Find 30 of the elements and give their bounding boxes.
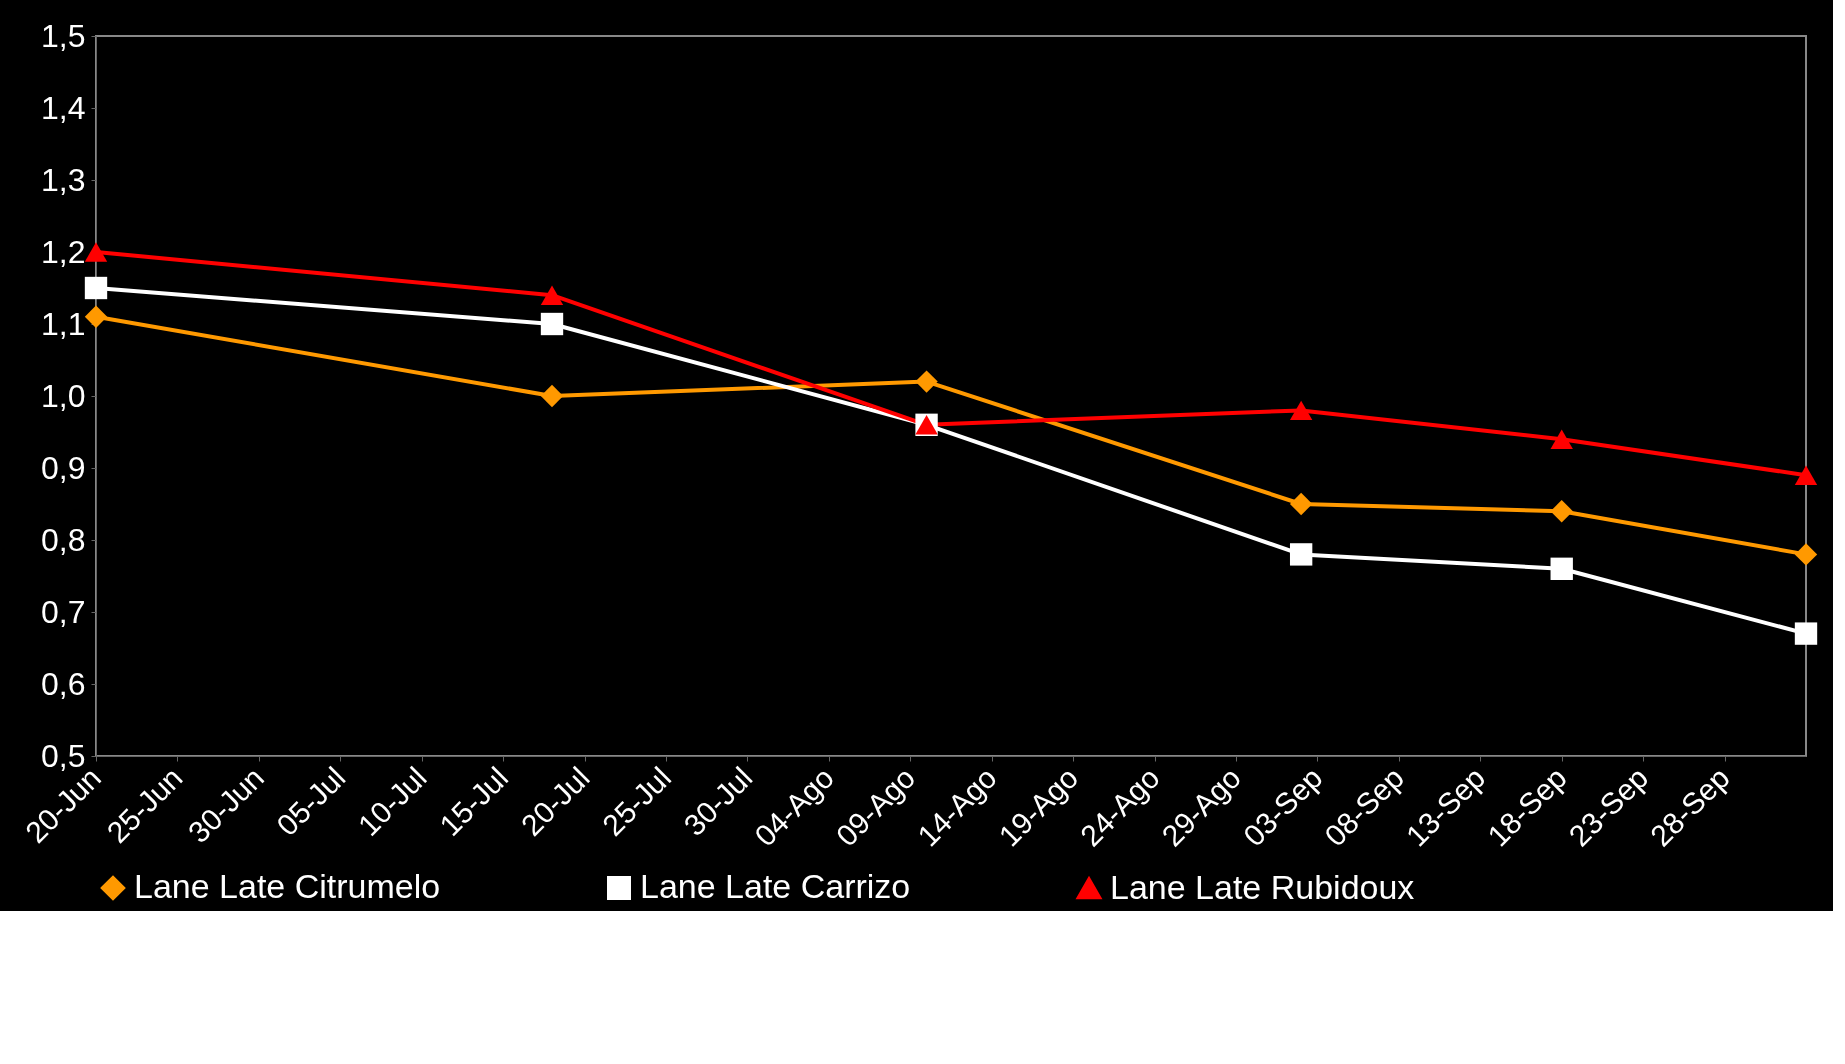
y-tick-label: 0,7	[41, 593, 86, 630]
y-tick-label: 1,4	[41, 89, 86, 126]
point	[1550, 500, 1573, 523]
y-tick-label: 0,6	[41, 665, 86, 702]
point	[1794, 465, 1818, 485]
point	[1289, 492, 1313, 516]
y-tick-label: 0,8	[41, 521, 86, 558]
legend-label: Lane Late Rubidoux	[1110, 867, 1415, 906]
point	[540, 285, 564, 305]
point	[1289, 543, 1313, 566]
point	[1794, 543, 1818, 566]
point	[84, 305, 108, 328]
point	[540, 384, 564, 408]
point	[84, 276, 108, 300]
y-tick-label: 1,5	[41, 17, 86, 54]
point	[1550, 557, 1573, 580]
point	[84, 242, 108, 262]
legend-label: Lane Late Carrizo	[640, 867, 911, 905]
point	[1289, 400, 1313, 421]
point	[540, 312, 564, 336]
y-tick-label: 0,9	[41, 449, 86, 486]
point	[915, 370, 938, 393]
y-tick-label: 1,1	[41, 305, 86, 342]
point	[1550, 429, 1573, 449]
y-tick-label: 1,0	[41, 377, 86, 414]
y-tick-label: 1,3	[41, 161, 86, 198]
legend-label: Lane Late Citrumelo	[134, 867, 441, 905]
y-tick-label: 1,2	[41, 233, 86, 270]
y-tick-label: 0,5	[41, 737, 86, 774]
point	[1794, 622, 1818, 645]
